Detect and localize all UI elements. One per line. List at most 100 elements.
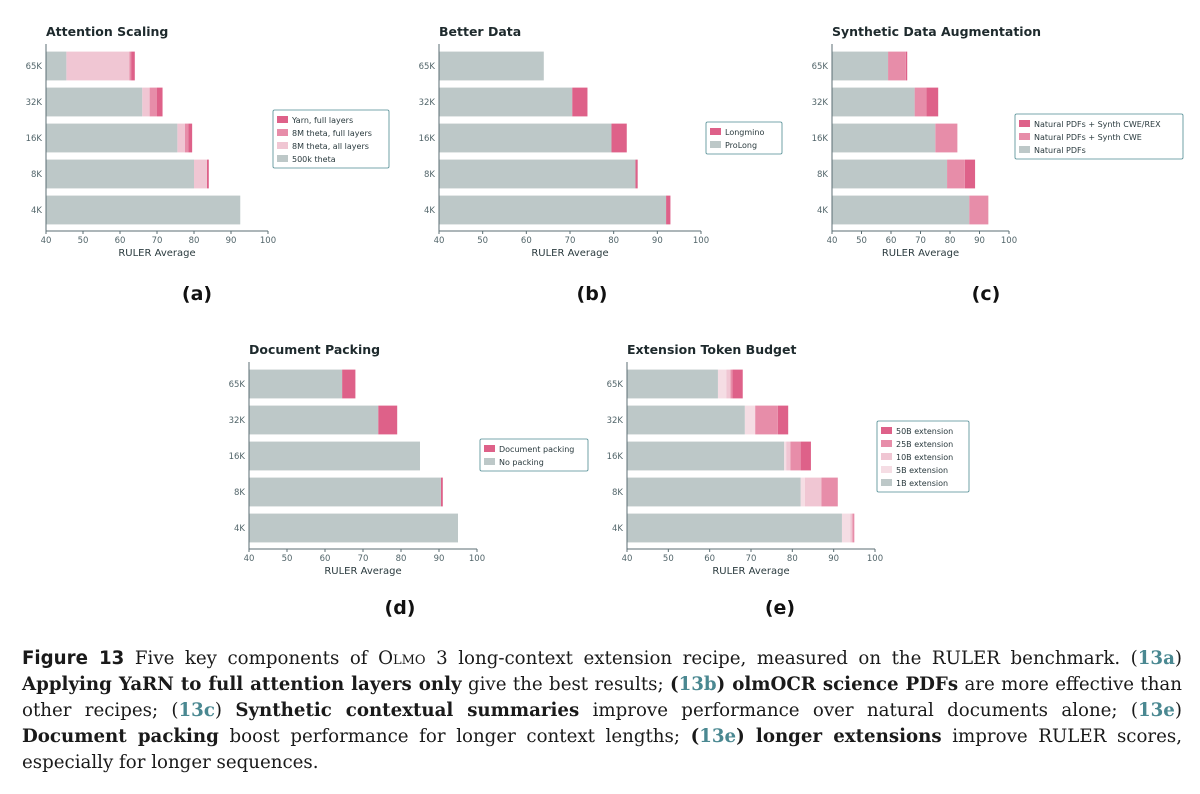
bar-8K-8m-theta-all-layers — [194, 159, 207, 189]
bar-8K-prolong — [439, 159, 636, 189]
caption-ref-13e-first[interactable]: 13e — [1138, 700, 1175, 721]
bar-65K-natural-pdfs-synth-cwe-rex — [905, 51, 908, 81]
x-tick-label: 90 — [974, 236, 985, 246]
bar-8K-no-packing — [249, 477, 441, 507]
x-tick-label: 50 — [477, 236, 488, 246]
x-tick-label: 60 — [115, 236, 126, 246]
bar-16K-500k-theta — [46, 123, 178, 153]
legend-label: ProLong — [725, 141, 757, 150]
legend-swatch — [881, 440, 892, 447]
caption-text-e: improve RULER scores, especially for lon… — [22, 726, 1183, 773]
bar-65K-25b-extension — [730, 369, 733, 399]
caption-ref-b-close: ) — [716, 674, 733, 695]
bar-65K-50b-extension — [732, 369, 743, 399]
bar-8K-natural-pdfs — [832, 159, 948, 189]
caption-ref-e-close: ) — [736, 726, 756, 747]
legend-swatch — [1019, 120, 1030, 127]
caption-ref-e-open: ( — [690, 726, 700, 747]
caption-ref-13e-second[interactable]: 13e — [699, 726, 737, 747]
bar-32K-yarn-full-layers — [157, 87, 163, 117]
caption-close-a: ) — [1174, 648, 1182, 669]
caption-ref-b-open: ( — [669, 674, 679, 695]
bar-8K-natural-pdfs-synth-cwe — [947, 159, 965, 189]
bar-16K-prolong — [439, 123, 612, 153]
bar-16K-longmino — [611, 123, 627, 153]
caption-text-d: boost performance for longer context len… — [218, 726, 691, 747]
x-tick-label: 100 — [867, 554, 883, 564]
x-axis-label: RULER Average — [712, 566, 789, 577]
legend-swatch — [277, 142, 288, 149]
y-tick-label: 4K — [612, 524, 623, 534]
y-tick-label: 16K — [812, 134, 829, 144]
y-tick-label: 65K — [419, 62, 436, 72]
x-tick-label: 50 — [282, 554, 293, 564]
x-tick-label: 40 — [622, 554, 633, 564]
bar-8K-500k-theta — [46, 159, 194, 189]
y-tick-label: 32K — [607, 416, 624, 426]
y-tick-label: 8K — [612, 488, 623, 498]
bar-32K-5b-extension — [744, 405, 756, 435]
x-tick-label: 100 — [469, 554, 485, 564]
legend-box — [272, 109, 390, 169]
panel-label: (b) — [577, 283, 608, 305]
y-tick-label: 8K — [424, 170, 435, 180]
caption-ref-13a[interactable]: 13a — [1137, 648, 1175, 669]
bar-4K-natural-pdfs-synth-cwe — [969, 195, 989, 225]
bar-65K-prolong — [439, 51, 544, 81]
bar-32K-500k-theta — [46, 87, 143, 117]
x-tick-label: 70 — [915, 236, 926, 246]
y-tick-label: 4K — [817, 206, 828, 216]
bar-16K-5b-extension — [784, 441, 787, 471]
y-tick-label: 8K — [31, 170, 42, 180]
legend-label: Document packing — [499, 445, 574, 454]
legend-box — [876, 420, 970, 493]
chart-title: Better Data — [439, 24, 521, 39]
panel-label: (d) — [385, 597, 416, 619]
bar-32K-25b-extension — [755, 405, 778, 435]
bar-65K-document-packing — [342, 369, 356, 399]
legend-swatch — [484, 445, 495, 452]
chart-title: Synthetic Data Augmentation — [832, 24, 1041, 39]
x-tick-label: 100 — [260, 236, 276, 246]
y-tick-label: 32K — [26, 98, 43, 108]
caption-text-a: give the best results; — [461, 674, 670, 695]
caption-figure-label: Figure 13 — [22, 648, 125, 669]
caption-close-d: ) — [1174, 700, 1182, 721]
caption-ref-13b[interactable]: 13b — [678, 674, 717, 695]
bar-16K-8m-theta-full-layers — [184, 123, 189, 153]
legend-swatch — [1019, 146, 1030, 153]
x-tick-label: 90 — [652, 236, 663, 246]
bar-16K-50b-extension — [800, 441, 811, 471]
x-tick-label: 60 — [320, 554, 331, 564]
y-tick-label: 32K — [419, 98, 436, 108]
bar-65K-natural-pdfs-synth-cwe — [888, 51, 906, 81]
legend-swatch — [710, 141, 721, 148]
y-tick-label: 16K — [607, 452, 624, 462]
chart-panel-a: Attention Scaling 65K 32K 16K 8K 4K 40 50 60 70 80… — [26, 24, 390, 305]
bar-8K-25b-extension — [821, 477, 838, 507]
bar-16K-yarn-full-layers — [188, 123, 193, 153]
bar-32K-50b-extension — [777, 405, 789, 435]
bar-32K-natural-pdfs — [832, 87, 915, 117]
legend-label: Natural PDFs — [1034, 146, 1086, 155]
bar-16K-1b-extension — [627, 441, 785, 471]
bar-65K-natural-pdfs — [832, 51, 889, 81]
bar-8K-10b-extension — [804, 477, 822, 507]
x-tick-label: 50 — [856, 236, 867, 246]
caption-bold-e: longer extensions — [755, 726, 942, 747]
legend-label: Longmino — [725, 128, 764, 137]
x-tick-label: 80 — [945, 236, 956, 246]
caption-bold-a: Applying YaRN to full attention layers o… — [22, 674, 462, 695]
bar-65K-8m-theta-full-layers — [129, 51, 132, 81]
bar-65K-no-packing — [249, 369, 343, 399]
bar-32K-document-packing — [378, 405, 398, 435]
x-axis-label: RULER Average — [531, 248, 608, 259]
y-tick-label: 4K — [424, 206, 435, 216]
bar-65K-8m-theta-all-layers — [66, 51, 130, 81]
bar-4K-natural-pdfs — [832, 195, 970, 225]
x-tick-label: 80 — [608, 236, 619, 246]
legend-swatch — [881, 453, 892, 460]
caption-ref-13c[interactable]: 13c — [178, 700, 215, 721]
bar-32K-natural-pdfs-synth-cwe — [914, 87, 927, 117]
bar-16K-25b-extension — [790, 441, 801, 471]
